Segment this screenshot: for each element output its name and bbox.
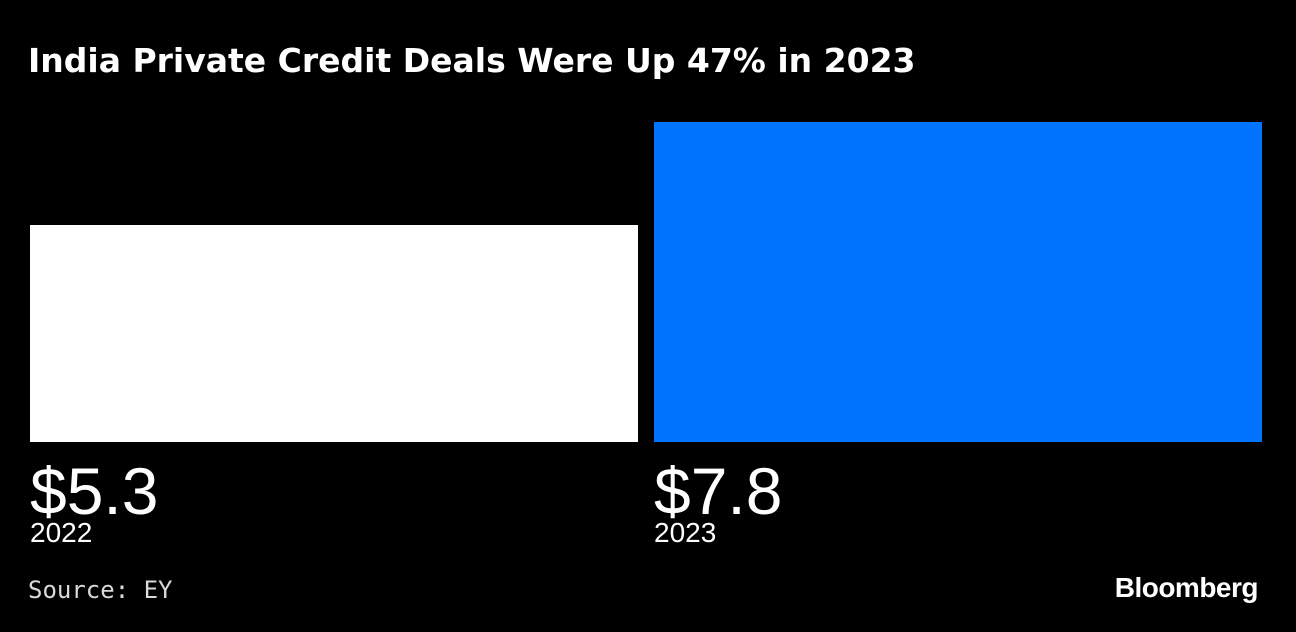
- bar-2023: [654, 122, 1262, 442]
- category-label-2022: 2022: [30, 517, 93, 548]
- bar-2022: [30, 224, 638, 442]
- value-label-2022: $5.3: [30, 454, 159, 528]
- value-label-2023: $7.8: [654, 454, 783, 528]
- category-label-2023: 2023: [654, 517, 717, 548]
- bloomberg-logo: Bloomberg: [1114, 572, 1259, 603]
- chart-title: India Private Credit Deals Were Up 47% i…: [28, 41, 916, 80]
- source-note: Source: EY: [28, 576, 173, 604]
